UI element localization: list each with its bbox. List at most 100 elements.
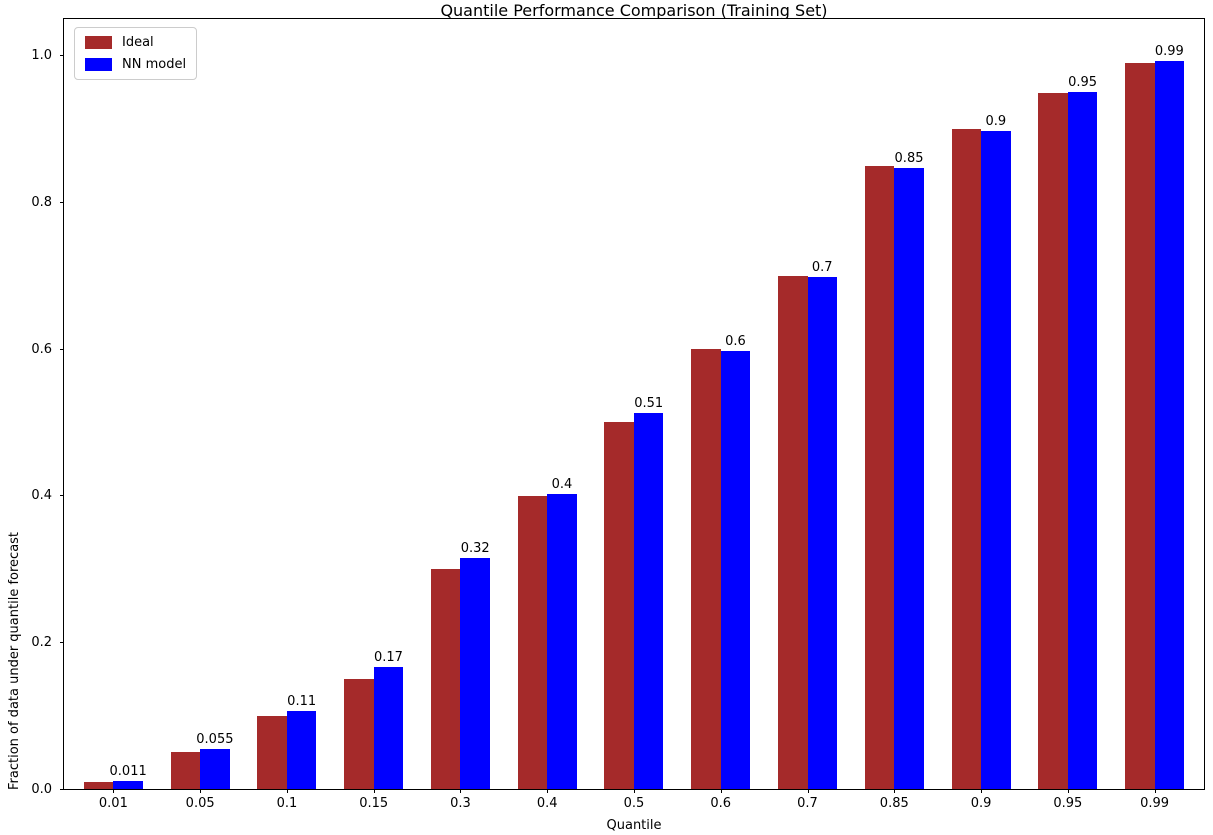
y-axis-label: Fraction of data under quantile forecast [7, 531, 22, 790]
x-tick-mark [547, 789, 549, 793]
bar-pair: 0.055 [157, 19, 244, 789]
bar-value-label: 0.9 [985, 114, 1007, 130]
bar-nn-model-0.4: 0.4 [547, 477, 577, 789]
bar-ideal-0.6 [691, 349, 721, 789]
y-tick-label: 0.8 [31, 195, 52, 211]
y-tick-label: 0.6 [31, 341, 52, 357]
bar-ideal-0.85 [864, 165, 895, 789]
x-tick-mark [807, 789, 809, 793]
bar-value-label: 0.6 [725, 334, 746, 350]
x-tick-label: 0.7 [797, 796, 818, 811]
bar-ideal-0.5 [604, 422, 634, 789]
bar-pair: 0.9 [938, 19, 1025, 789]
y-tick-label: 0.4 [31, 488, 52, 504]
bar-pair: 0.17 [330, 19, 417, 789]
bar-group-0.95: 0.95 0.95 [1024, 19, 1111, 811]
bar-value-label: 0.055 [196, 731, 234, 747]
bar-nn-model-0.15: 0.17 [373, 650, 404, 789]
bar-value-label: 0.85 [894, 151, 924, 167]
bar-nn-model-0.95: 0.95 [1067, 75, 1098, 789]
legend-entry-ideal: Ideal [85, 35, 186, 50]
y-tick-label: 1.0 [31, 48, 52, 64]
bar-nn-model-0.85: 0.85 [894, 151, 924, 789]
bar-group-0.9: 0.9 0.9 [938, 19, 1025, 811]
bar-value-label: 0.32 [460, 541, 490, 557]
bar-value-label: 0.7 [811, 260, 833, 276]
bar-ideal-0.1 [257, 715, 287, 789]
x-tick-label: 0.4 [536, 796, 558, 811]
bar-pair: 0.7 [764, 19, 851, 789]
bar-ideal-0.05 [170, 752, 201, 789]
legend-swatch-nn-model [85, 58, 112, 71]
bar-group-0.01: 0.011 0.01 [70, 19, 157, 811]
bar-nn-model-0.99: 0.99 [1154, 44, 1185, 789]
x-tick-label: 0.85 [879, 796, 909, 811]
bar-pair: 0.51 [591, 19, 678, 789]
bar-value-label: 0.011 [109, 763, 147, 779]
bar-pair: 0.32 [417, 19, 504, 789]
x-tick-label: 0.6 [710, 796, 732, 811]
bar-group-0.3: 0.32 0.3 [417, 19, 504, 811]
bar-group-0.6: 0.6 0.6 [677, 19, 764, 811]
bar-pair: 0.85 [851, 19, 938, 789]
bar-groups: 0.011 0.01 0.055 0.05 0.11 0.1 0.17 0.15 0.32 0.3… [70, 19, 1198, 811]
y-tick-label: 0.2 [31, 634, 52, 650]
x-tick-label: 0.95 [1053, 796, 1083, 811]
bar-group-0.4: 0.4 0.4 [504, 19, 591, 811]
chart-title: Quantile Performance Comparison (Trainin… [440, 1, 828, 20]
bar-ideal-0.9 [951, 129, 982, 789]
x-tick-mark [720, 789, 722, 793]
bar-group-0.05: 0.055 0.05 [157, 19, 244, 811]
bar-group-0.99: 0.99 0.99 [1111, 19, 1198, 811]
plot-area: 0.0 0.2 0.4 0.6 0.8 1.0 0.011 0.01 0.055 0.05 0.1… [31, 18, 1205, 811]
x-tick-mark [894, 789, 896, 793]
bar-ideal-0.99 [1125, 63, 1155, 789]
bar-pair: 0.6 [677, 19, 764, 789]
x-tick-label: 0.99 [1140, 796, 1170, 811]
bar-ideal-0.15 [344, 679, 374, 789]
x-tick-label: 0.01 [98, 796, 128, 811]
bar-value-label: 0.11 [287, 693, 317, 709]
bar-nn-model-0.6: 0.6 [720, 334, 751, 789]
bar-nn-model-0.9: 0.9 [981, 114, 1011, 789]
bar-value-label: 0.17 [373, 650, 403, 666]
x-tick-label: 0.5 [623, 796, 645, 811]
bar-nn-model-0.1: 0.11 [286, 694, 317, 789]
y-tick-mark [60, 55, 64, 57]
bar-value-label: 0.51 [634, 395, 664, 411]
x-tick-mark [1067, 789, 1069, 793]
legend-label-ideal: Ideal [122, 35, 154, 50]
x-tick-mark [633, 789, 635, 793]
y-tick-mark [60, 202, 64, 204]
x-tick-mark [981, 789, 983, 793]
y-tick-mark [60, 495, 64, 497]
bar-value-label: 0.99 [1154, 44, 1184, 60]
bar-nn-model-0.5: 0.51 [633, 396, 664, 789]
legend-entry-nn-model: NN model [85, 57, 186, 72]
bar-group-0.1: 0.11 0.1 [244, 19, 331, 811]
legend-label-nn-model: NN model [122, 57, 187, 72]
bar-group-0.5: 0.51 0.5 [591, 19, 678, 811]
bar-group-0.85: 0.85 0.85 [851, 19, 938, 811]
bar-ideal-0.95 [1038, 92, 1068, 789]
bar-ideal-0.7 [778, 275, 808, 789]
x-tick-label: 0.3 [450, 796, 471, 811]
bar-ideal-0.3 [430, 569, 461, 789]
bar-ideal-0.01 [83, 781, 114, 789]
bar-nn-model-0.05: 0.055 [196, 732, 234, 789]
y-tick-mark [60, 788, 64, 790]
x-tick-label: 0.05 [185, 796, 215, 811]
x-tick-mark [460, 789, 462, 793]
bar-group-0.7: 0.7 0.7 [764, 19, 851, 811]
bar-ideal-0.4 [517, 495, 548, 789]
bar-pair: 0.99 [1111, 19, 1198, 789]
bar-group-0.15: 0.17 0.15 [330, 19, 417, 811]
bar-pair: 0.95 [1024, 19, 1111, 789]
x-tick-label: 0.15 [359, 796, 389, 811]
x-tick-mark [113, 789, 115, 793]
x-tick-label: 0.9 [970, 796, 992, 811]
x-tick-mark [373, 789, 375, 793]
bar-pair: 0.11 [244, 19, 331, 789]
bar-value-label: 0.95 [1068, 74, 1098, 90]
